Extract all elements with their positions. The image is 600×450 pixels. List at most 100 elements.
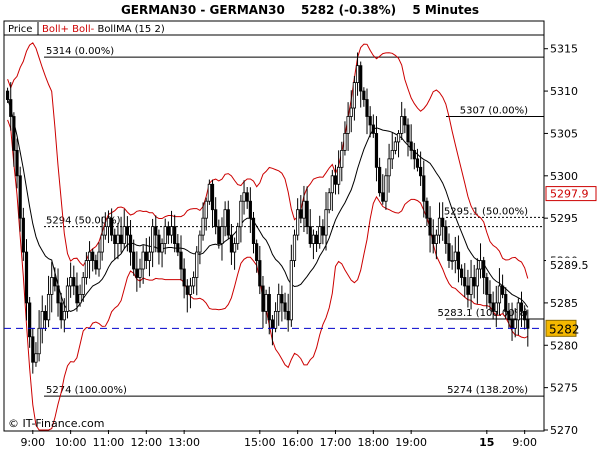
x-tick-label: 18:00	[357, 436, 389, 449]
candle-body	[135, 268, 139, 278]
candle-body	[302, 200, 306, 219]
candle-body	[327, 192, 331, 211]
candle-body	[362, 90, 366, 100]
candle-body	[437, 217, 442, 236]
candle-body	[425, 200, 429, 219]
candle-body	[482, 260, 486, 278]
legend-price-label: Price	[8, 24, 32, 35]
candle-body	[340, 149, 344, 168]
candle-body	[463, 277, 467, 287]
candle-body	[50, 277, 54, 295]
candle-body	[226, 209, 230, 236]
candle-body	[204, 200, 208, 219]
x-tick-label: 16:00	[282, 436, 314, 449]
x-tick-label: 15:00	[244, 436, 276, 449]
candle-body	[500, 285, 505, 295]
candle-body	[488, 294, 492, 304]
candle-body	[69, 277, 73, 287]
candle-body	[72, 277, 76, 287]
candle-body	[478, 260, 483, 270]
candle-body	[87, 251, 92, 261]
candle-body	[43, 310, 48, 321]
candle-body	[333, 175, 338, 185]
legend: Price Boll+ Boll- BollMA (15 2)	[8, 22, 165, 35]
candle-body	[419, 166, 423, 177]
candle-body	[314, 234, 319, 244]
x-tick-label: 19:00	[395, 436, 427, 449]
candle-body	[157, 234, 161, 253]
candle-body	[390, 149, 394, 160]
candle-body	[453, 251, 457, 261]
candle-body	[409, 141, 413, 151]
candle-body	[444, 226, 448, 244]
candle-body	[214, 209, 218, 228]
candle-body	[286, 310, 290, 321]
candle-body	[18, 175, 22, 219]
fib-level-label: 5274 (100.00%)	[46, 385, 127, 396]
candle-body	[248, 200, 252, 219]
candle-body	[273, 310, 278, 329]
candle-body	[396, 133, 401, 143]
candle-body	[264, 294, 268, 312]
candle-body	[232, 243, 237, 253]
candle-body	[173, 226, 177, 244]
band-upper-value-box	[545, 186, 597, 202]
x-tick-label: 13:00	[168, 436, 200, 449]
candle-body	[526, 319, 530, 329]
candle-body	[519, 302, 524, 312]
candle-body	[434, 234, 438, 244]
candle-body	[523, 310, 527, 321]
candle-body	[81, 277, 85, 295]
legend-boll-lower: Boll-	[72, 24, 95, 35]
candle-body	[258, 260, 262, 287]
candle-body	[365, 99, 369, 117]
candle-body	[160, 243, 164, 253]
candle-body	[9, 99, 13, 117]
candle-body	[116, 234, 120, 244]
candle-body	[110, 217, 114, 236]
candle-body	[447, 243, 451, 261]
candle-body	[406, 124, 410, 143]
x-tick-label: 9:00	[512, 436, 537, 449]
candle-body	[283, 302, 287, 312]
bollinger-ma-line	[7, 99, 529, 312]
y-tick-label: 5305	[550, 127, 578, 140]
candle-body	[122, 226, 126, 244]
candle-body	[337, 166, 341, 185]
candle-body	[381, 192, 385, 202]
candle-body	[428, 217, 432, 236]
candle-body	[132, 251, 136, 270]
candle-body	[151, 226, 155, 253]
candle-body	[75, 285, 79, 304]
candle-body	[65, 285, 70, 312]
y-tick-label: 5310	[550, 85, 578, 98]
candle-body	[355, 65, 360, 84]
chart-title-price: 5282 (-0.38%)	[301, 3, 396, 17]
legend-boll-params: (15 2)	[135, 24, 165, 35]
candles	[5, 52, 530, 374]
candle-body	[510, 319, 514, 329]
ma-value-bg	[546, 257, 596, 272]
y-tick-label: 5295	[550, 212, 578, 225]
candle-body	[53, 277, 57, 287]
candle-body	[154, 226, 158, 236]
chart-title-symbol: GERMAN30 - GERMAN30	[121, 3, 285, 17]
candle-body	[459, 268, 464, 278]
candle-body	[270, 319, 275, 329]
candle-body	[330, 175, 334, 194]
candle-body	[343, 133, 347, 151]
candle-body	[220, 226, 224, 244]
y-tick-label: 5270	[550, 424, 578, 437]
candle-body	[198, 234, 202, 253]
candle-body	[182, 268, 186, 287]
candle-body	[84, 260, 88, 278]
fib-level-label: 5274 (138.20%)	[447, 385, 528, 396]
fibonacci-levels: 5314 (0.00%) 5294 (50.00%) 5274 (100.00%) 5…	[44, 46, 544, 397]
candle-body	[513, 319, 517, 329]
candle-body	[125, 226, 129, 236]
candle-body	[78, 294, 82, 304]
candle-body	[5, 90, 10, 100]
candle-body	[494, 302, 498, 312]
candle-body	[475, 268, 479, 287]
y-tick-label: 5275	[550, 382, 578, 395]
